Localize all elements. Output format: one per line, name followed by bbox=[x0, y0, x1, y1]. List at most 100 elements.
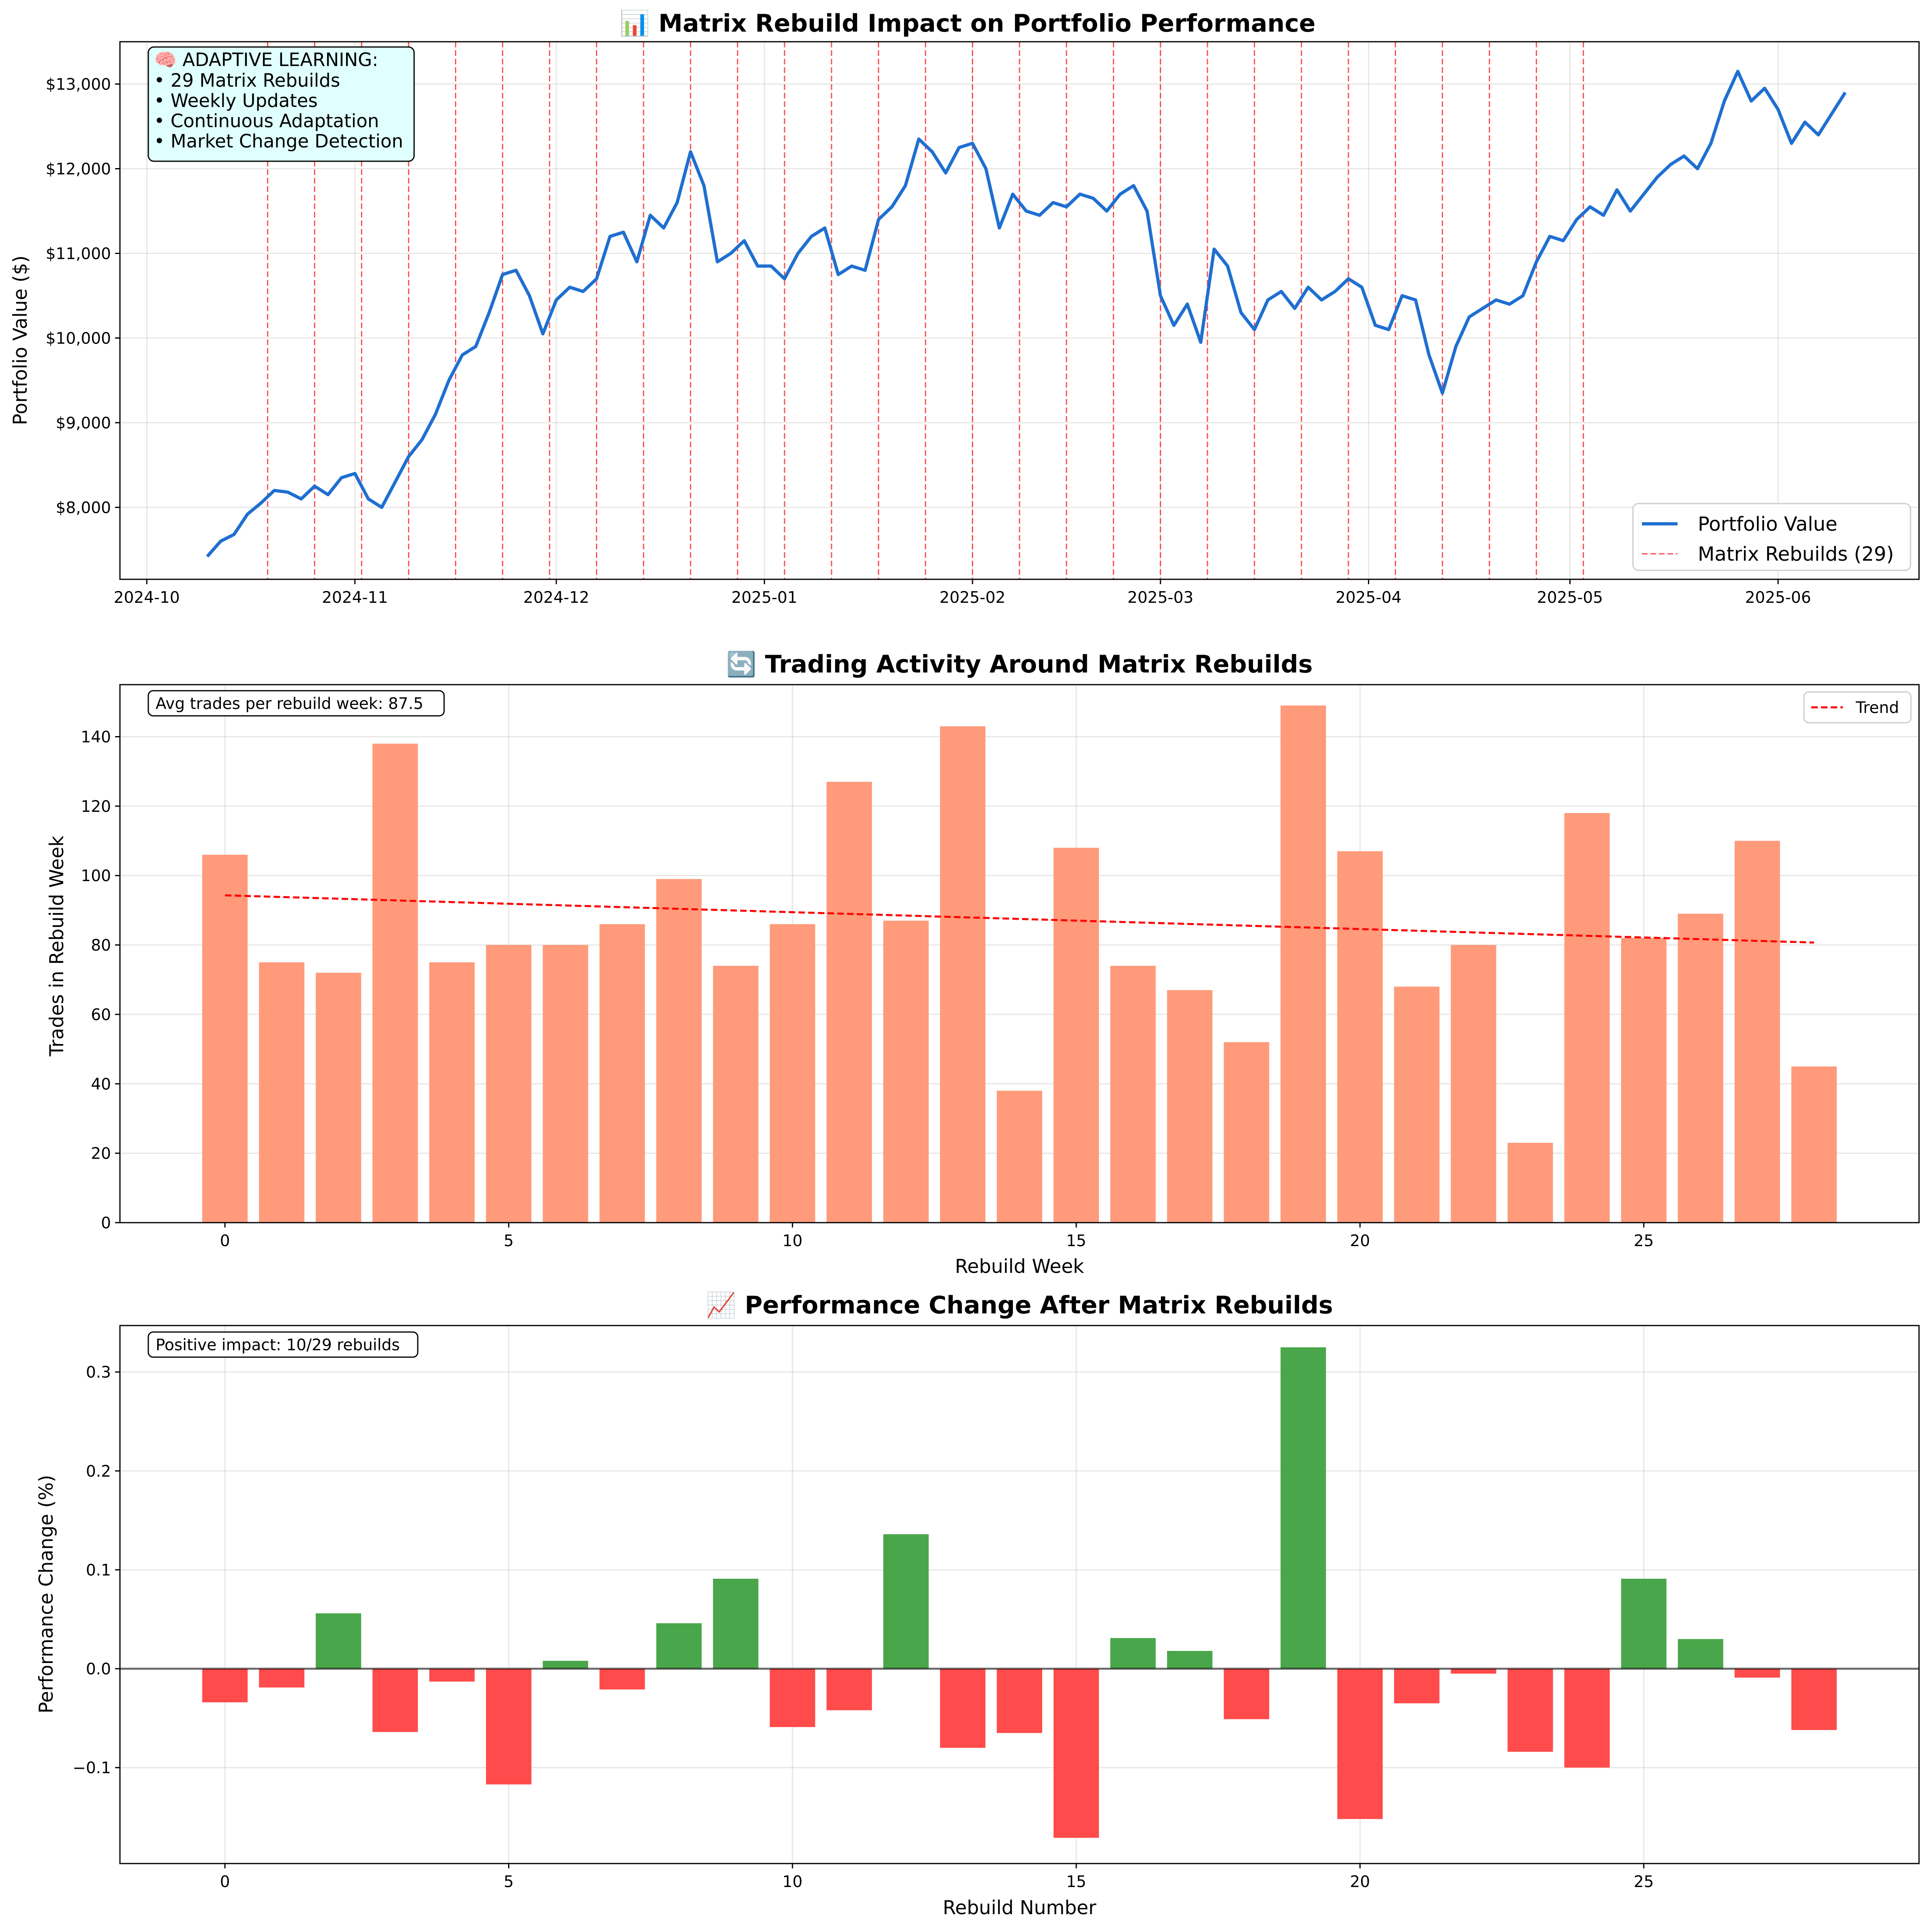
positive-change-bar bbox=[1167, 1651, 1213, 1669]
y-tick-label: 20 bbox=[91, 1145, 111, 1163]
x-tick-label: 5 bbox=[504, 1873, 514, 1891]
trades-bar bbox=[1451, 945, 1496, 1223]
negative-change-bar bbox=[599, 1669, 645, 1690]
y-tick-label: 0.1 bbox=[86, 1561, 111, 1580]
x-tick-label: 2025-05 bbox=[1537, 589, 1603, 607]
y-tick-label: 0 bbox=[101, 1214, 111, 1232]
trades-bar bbox=[372, 743, 418, 1223]
x-tick-label: 20 bbox=[1350, 1873, 1370, 1891]
y-tick-label: 60 bbox=[91, 1006, 111, 1024]
y-tick-label: $8,000 bbox=[56, 499, 111, 517]
negative-change-bar bbox=[996, 1669, 1043, 1733]
negative-change-bar bbox=[1734, 1669, 1780, 1678]
trading-x-ticks: 0 5 10 15 20 25 bbox=[220, 1223, 1654, 1250]
portfolio-y-axis-label: Portfolio Value ($) bbox=[9, 256, 32, 425]
trades-bar bbox=[316, 973, 361, 1223]
trading-activity-panel: 🔄 Trading Activity Around Matrix Rebuild… bbox=[46, 650, 1920, 1278]
note-box bbox=[147, 690, 445, 717]
trades-bar bbox=[1280, 705, 1326, 1223]
trades-bar bbox=[1394, 986, 1440, 1223]
negative-change-bar bbox=[259, 1669, 305, 1688]
x-tick-label: 25 bbox=[1634, 1873, 1654, 1891]
info-box-background bbox=[147, 46, 415, 162]
trades-bar bbox=[1678, 914, 1723, 1223]
info-line: • Weekly Updates bbox=[154, 90, 318, 111]
info-line: • Continuous Adaptation bbox=[154, 110, 379, 132]
positive-change-bar bbox=[543, 1661, 588, 1669]
trades-bar bbox=[940, 726, 985, 1223]
trading-chart-title: 🔄 Trading Activity Around Matrix Rebuild… bbox=[726, 650, 1312, 679]
trend-line bbox=[225, 894, 1814, 944]
y-tick-label: 0.0 bbox=[86, 1660, 111, 1678]
x-tick-label: 15 bbox=[1066, 1873, 1086, 1891]
negative-change-bar bbox=[1791, 1669, 1837, 1730]
trades-bar bbox=[826, 781, 872, 1223]
performance-plot-frame bbox=[119, 1325, 1920, 1864]
trades-bar bbox=[1621, 938, 1667, 1223]
negative-change-bar bbox=[940, 1669, 985, 1748]
trading-x-axis-label: Rebuild Week bbox=[955, 1255, 1085, 1278]
legend-box bbox=[1803, 691, 1912, 724]
positive-change-bar bbox=[1678, 1639, 1723, 1669]
info-line: 🧠 ADAPTIVE LEARNING: bbox=[154, 49, 378, 70]
performance-y-ticks: −0.1 0.0 0.1 0.2 0.3 bbox=[73, 1364, 120, 1777]
positive-change-bar bbox=[1621, 1578, 1667, 1669]
negative-change-bar bbox=[1054, 1669, 1099, 1838]
x-tick-label: 2025-02 bbox=[940, 589, 1006, 607]
trades-bar bbox=[1791, 1066, 1837, 1223]
negative-change-bar bbox=[1564, 1669, 1610, 1768]
trading-bars bbox=[202, 705, 1837, 1223]
avg-trades-note: Avg trades per rebuild week: 87.5 bbox=[147, 690, 445, 717]
trading-plot-frame bbox=[119, 684, 1920, 1223]
positive-change-bar bbox=[316, 1613, 361, 1669]
adaptive-learning-info-box: 🧠 ADAPTIVE LEARNING: • 29 Matrix Rebuild… bbox=[147, 46, 415, 162]
trading-y-axis-label: Trades in Rebuild Week bbox=[46, 835, 68, 1057]
x-tick-label: 2025-04 bbox=[1336, 589, 1402, 607]
trades-bar bbox=[1564, 813, 1610, 1223]
rebuild-markers bbox=[267, 42, 1584, 579]
x-tick-label: 2024-12 bbox=[523, 589, 589, 607]
x-tick-label: 10 bbox=[782, 1232, 803, 1250]
note-box bbox=[147, 1331, 419, 1358]
y-tick-label: $9,000 bbox=[56, 414, 111, 432]
performance-chart-title: 📈 Performance Change After Matrix Rebuil… bbox=[706, 1291, 1333, 1319]
negative-change-bar bbox=[1394, 1669, 1440, 1704]
x-tick-label: 5 bbox=[504, 1232, 514, 1250]
negative-change-bar bbox=[1224, 1669, 1269, 1719]
positive-change-bar bbox=[1280, 1347, 1326, 1669]
negative-change-bar bbox=[429, 1669, 475, 1682]
performance-x-axis-label: Rebuild Number bbox=[943, 1897, 1096, 1919]
x-tick-label: 0 bbox=[220, 1232, 230, 1250]
negative-change-bar bbox=[1337, 1669, 1383, 1819]
positive-change-bar bbox=[883, 1534, 929, 1669]
performance-x-ticks: 0 5 10 15 20 25 bbox=[220, 1864, 1654, 1891]
x-tick-label: 15 bbox=[1066, 1232, 1086, 1250]
trades-bar bbox=[1507, 1142, 1553, 1223]
y-tick-label: 140 bbox=[81, 728, 111, 747]
x-tick-label: 2024-11 bbox=[322, 589, 388, 607]
y-tick-label: 40 bbox=[91, 1075, 111, 1093]
info-line: • Market Change Detection bbox=[154, 130, 403, 152]
portfolio-legend: Portfolio Value Matrix Rebuilds (29) bbox=[1632, 503, 1911, 571]
trades-bar bbox=[1734, 841, 1780, 1223]
x-tick-label: 25 bbox=[1634, 1232, 1654, 1250]
trades-bar bbox=[259, 962, 305, 1223]
negative-change-bar bbox=[372, 1669, 418, 1732]
y-tick-label: 0.2 bbox=[86, 1462, 111, 1481]
trades-bar bbox=[996, 1091, 1043, 1223]
trades-bar bbox=[1337, 851, 1383, 1223]
trades-bar bbox=[769, 924, 815, 1223]
y-tick-label: 0.3 bbox=[86, 1364, 111, 1382]
y-tick-label: 80 bbox=[91, 937, 111, 955]
trades-bar bbox=[656, 879, 702, 1223]
legend-label-portfolio: Portfolio Value bbox=[1698, 513, 1838, 536]
trades-bar bbox=[599, 924, 645, 1223]
trades-bar bbox=[713, 965, 759, 1223]
x-tick-label: 2025-06 bbox=[1745, 589, 1811, 607]
x-tick-label: 20 bbox=[1350, 1232, 1370, 1250]
x-tick-label: 10 bbox=[782, 1873, 803, 1891]
trades-bar bbox=[486, 945, 532, 1223]
trades-bar bbox=[1054, 848, 1099, 1223]
performance-bars bbox=[202, 1347, 1837, 1838]
portfolio-panel: 📊 Matrix Rebuild Impact on Portfolio Per… bbox=[9, 9, 1920, 607]
